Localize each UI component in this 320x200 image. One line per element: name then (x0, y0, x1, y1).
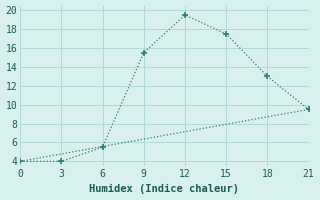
X-axis label: Humidex (Indice chaleur): Humidex (Indice chaleur) (89, 184, 239, 194)
